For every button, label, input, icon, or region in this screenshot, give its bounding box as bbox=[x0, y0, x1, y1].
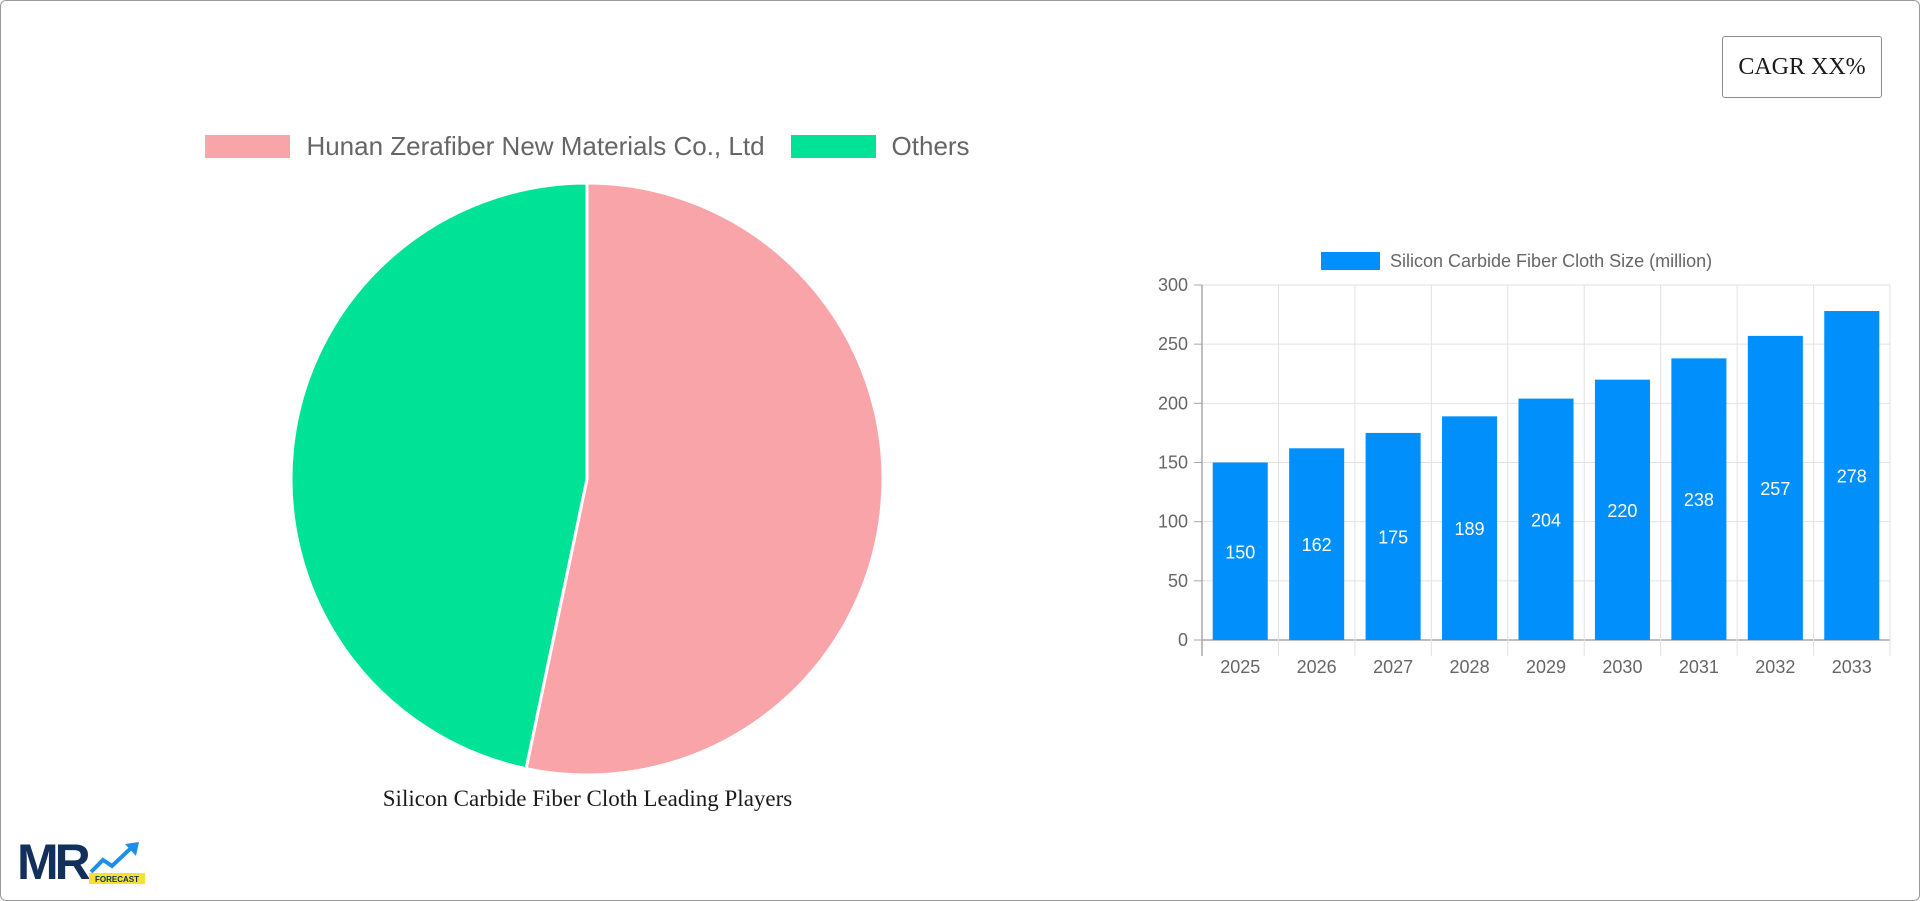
y-tick-label: 250 bbox=[1158, 334, 1188, 354]
bar-2033[interactable] bbox=[1824, 311, 1880, 640]
x-tick-label: 2029 bbox=[1526, 657, 1566, 677]
y-tick-label: 150 bbox=[1158, 453, 1188, 473]
pie-legend-item-hunan-zerafiber[interactable]: Hunan Zerafiber New Materials Co., Ltd bbox=[205, 131, 765, 162]
x-tick-label: 2027 bbox=[1373, 657, 1413, 677]
arrow-head-icon bbox=[125, 842, 139, 856]
bar-value-label: 162 bbox=[1302, 535, 1332, 555]
trend-arrow-icon bbox=[89, 846, 133, 874]
bar-value-label: 204 bbox=[1531, 510, 1561, 530]
cagr-label: CAGR XX% bbox=[1738, 53, 1866, 80]
legend-swatch-green bbox=[790, 135, 876, 158]
bar-2028[interactable] bbox=[1442, 416, 1498, 640]
logo-badge bbox=[89, 873, 145, 884]
x-tick-label: 2032 bbox=[1755, 657, 1795, 677]
legend-swatch-pink bbox=[205, 135, 291, 158]
legend-label: Others bbox=[891, 131, 970, 161]
y-tick-label: 100 bbox=[1158, 512, 1188, 532]
bar-value-label: 220 bbox=[1607, 501, 1637, 521]
y-tick-label: 50 bbox=[1168, 571, 1188, 591]
y-tick-label: 300 bbox=[1158, 275, 1188, 295]
bar-2031[interactable] bbox=[1671, 358, 1727, 640]
bar-2026[interactable] bbox=[1289, 448, 1345, 640]
pie-slice-others[interactable] bbox=[289, 181, 589, 771]
bar-2030[interactable] bbox=[1594, 379, 1650, 640]
x-tick-label: 2031 bbox=[1679, 657, 1719, 677]
y-tick-label: 0 bbox=[1178, 630, 1188, 650]
bar-series: 150 162 175 189 204 220 238 257 278 bbox=[1212, 311, 1880, 641]
bar-2029[interactable] bbox=[1518, 398, 1574, 640]
bar-value-label: 238 bbox=[1684, 490, 1714, 510]
bar-2027[interactable] bbox=[1365, 432, 1421, 640]
bar-legend-label: Silicon Carbide Fiber Cloth Size (millio… bbox=[1390, 251, 1712, 271]
pie-slice-hunan-zerafiber[interactable] bbox=[524, 181, 885, 777]
pie-caption: Silicon Carbide Fiber Cloth Leading Play… bbox=[382, 786, 793, 811]
x-tick-label: 2028 bbox=[1450, 657, 1490, 677]
bar-value-label: 175 bbox=[1378, 527, 1408, 547]
y-tick-label: 200 bbox=[1158, 393, 1188, 413]
mr-forecast-logo: MR FORECAST bbox=[17, 836, 145, 886]
logo-badge-text: FORECAST bbox=[95, 875, 139, 884]
legend-label: Hunan Zerafiber New Materials Co., Ltd bbox=[306, 131, 765, 161]
bar-2032[interactable] bbox=[1747, 335, 1803, 640]
pie-legend: Hunan Zerafiber New Materials Co., Ltd O… bbox=[0, 131, 1175, 162]
cagr-badge: CAGR XX% bbox=[1722, 36, 1882, 98]
bar-value-label: 278 bbox=[1837, 467, 1867, 487]
x-tick-label: 2033 bbox=[1832, 657, 1872, 677]
x-tick-label: 2030 bbox=[1602, 657, 1642, 677]
bar-legend-swatch bbox=[1321, 252, 1380, 270]
bar-legend[interactable]: Silicon Carbide Fiber Cloth Size (millio… bbox=[1321, 251, 1712, 271]
x-tick-label: 2026 bbox=[1297, 657, 1337, 677]
bar-value-label: 257 bbox=[1760, 479, 1790, 499]
bar-2025[interactable] bbox=[1212, 462, 1268, 641]
bar-axes: 0 50 100 150 200 250 300 2025 2026 2027 2028 2029 20… bbox=[1158, 275, 1872, 677]
x-tick-label: 2025 bbox=[1220, 657, 1260, 677]
pie-legend-item-others[interactable]: Others bbox=[790, 131, 970, 162]
logo-text: MR bbox=[17, 836, 91, 886]
bar-value-label: 189 bbox=[1455, 519, 1485, 539]
bar-value-label: 150 bbox=[1225, 542, 1255, 562]
